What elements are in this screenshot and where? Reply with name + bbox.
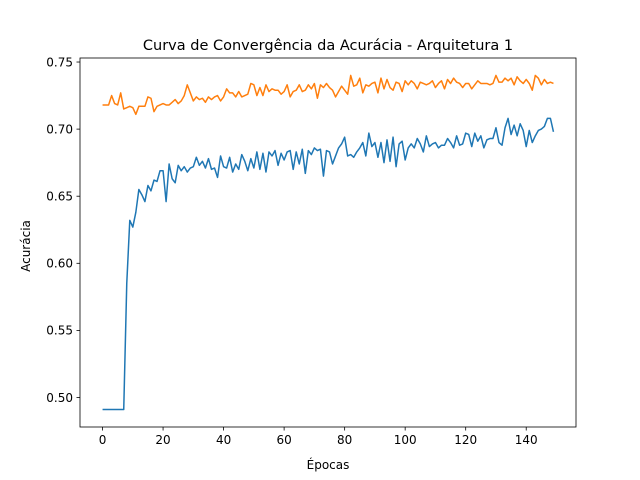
x-axis-label: Épocas bbox=[307, 457, 350, 472]
x-tick-label: 80 bbox=[337, 433, 352, 447]
x-tick-label: 20 bbox=[155, 433, 170, 447]
y-tick-label: 0.55 bbox=[46, 324, 73, 338]
y-axis-label: Acurácia bbox=[19, 220, 33, 272]
x-tick-label: 120 bbox=[454, 433, 477, 447]
x-tick-label: 140 bbox=[515, 433, 538, 447]
x-tick-label: 0 bbox=[99, 433, 107, 447]
series-layer bbox=[102, 74, 555, 411]
x-tick-label: 60 bbox=[276, 433, 291, 447]
y-tick-label: 0.70 bbox=[46, 122, 73, 136]
y-tick-label: 0.65 bbox=[46, 190, 73, 204]
y-tick-label: 0.75 bbox=[46, 55, 73, 69]
plot-frame bbox=[79, 57, 577, 428]
series-line-1 bbox=[102, 117, 555, 411]
series-line-2 bbox=[102, 74, 554, 116]
y-tick-label: 0.60 bbox=[46, 257, 73, 271]
x-tick-label: 100 bbox=[394, 433, 417, 447]
chart-title: Curva de Convergência da Acurácia - Arqu… bbox=[143, 38, 513, 54]
axes: 0 20 40 60 80 100 120 140 0.50 0.55 0.60 0.65 0.70 0.… bbox=[46, 55, 577, 447]
y-tick-label: 0.50 bbox=[46, 391, 73, 405]
x-tick-label: 40 bbox=[216, 433, 231, 447]
